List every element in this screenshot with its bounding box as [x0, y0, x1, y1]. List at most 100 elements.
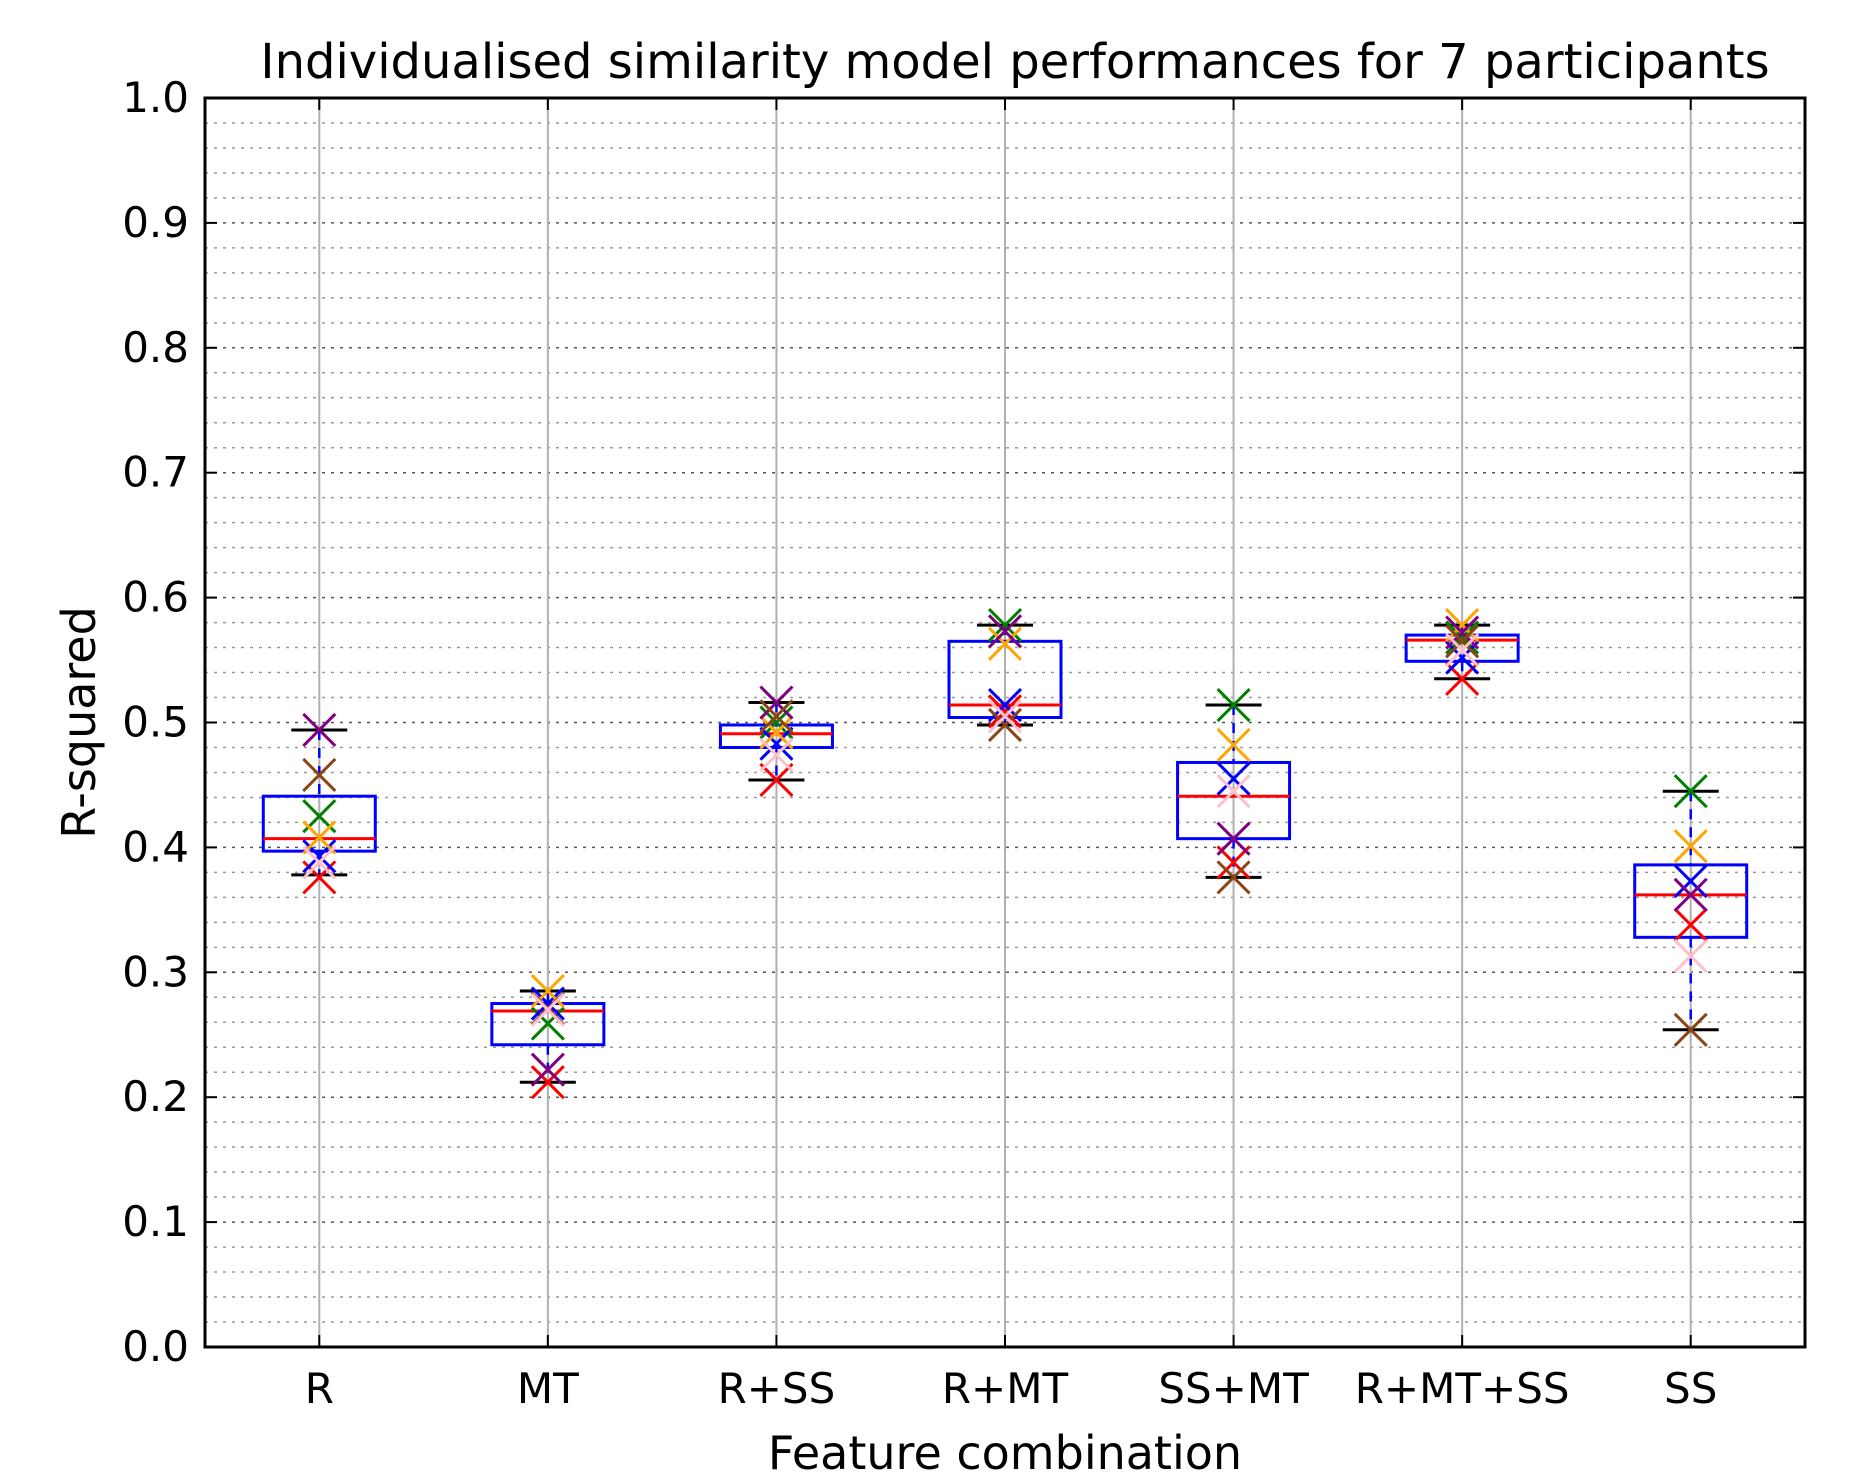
- marker-stroke: [759, 685, 794, 720]
- participant-5-marker: [1216, 821, 1251, 856]
- participant-7-marker: [302, 845, 337, 880]
- y-tick-label: 0.0: [122, 1322, 189, 1371]
- participant-1-marker: [1216, 845, 1251, 880]
- participant-6-marker: [759, 699, 794, 734]
- y-tick-label: 0.2: [122, 1072, 189, 1121]
- y-tick-label: 0.4: [122, 822, 189, 871]
- y-tick-label: 0.7: [122, 448, 189, 497]
- participant-2-marker: [1216, 687, 1251, 723]
- marker-stroke: [1216, 761, 1251, 796]
- participant-2-marker: [1673, 774, 1708, 809]
- participant-6-marker: [302, 757, 337, 793]
- marker-stroke: [302, 757, 337, 793]
- participant-5-marker: [530, 1052, 565, 1087]
- marker-stroke: [1673, 877, 1708, 912]
- participant-7-marker: [1445, 632, 1480, 668]
- participant-3-marker: [759, 726, 794, 761]
- participant-7-marker: [530, 992, 565, 1027]
- y-tick-label: 0.3: [122, 947, 189, 996]
- marker-stroke: [530, 1052, 565, 1087]
- x-tick-label: R+MT+SS: [1355, 1364, 1570, 1413]
- participant-6-marker: [1445, 624, 1480, 659]
- participant-3-marker: [302, 839, 337, 874]
- participant-7-marker: [1673, 939, 1708, 974]
- marker-stroke: [302, 845, 337, 880]
- participant-3-marker: [530, 986, 565, 1021]
- y-tick-label: 0.5: [122, 698, 189, 747]
- participant-3-marker: [1673, 864, 1708, 899]
- participant-5-marker: [1673, 877, 1708, 912]
- participant-5-marker: [1445, 615, 1480, 650]
- marker-stroke: [530, 1065, 565, 1100]
- marker-stroke: [1216, 727, 1251, 763]
- marker-stroke: [530, 992, 565, 1027]
- y-tick-label: 1.0: [122, 73, 189, 122]
- y-axis-label: R-squared: [52, 606, 106, 839]
- marker-stroke: [1673, 1012, 1708, 1047]
- marker-stroke: [530, 973, 565, 1009]
- marker-stroke: [987, 707, 1023, 743]
- marker-stroke: [302, 712, 337, 748]
- marker-stroke: [1445, 615, 1480, 650]
- x-tick-label: MT: [517, 1364, 579, 1413]
- marker-stroke: [1673, 907, 1708, 942]
- participant-6-marker: [1673, 1012, 1708, 1047]
- x-tick-label: SS: [1664, 1364, 1717, 1413]
- marker-stroke: [530, 986, 565, 1021]
- marker-stroke: [1445, 624, 1480, 659]
- x-tick-label: R+MT: [942, 1364, 1069, 1413]
- participant-5-marker: [302, 712, 337, 748]
- participant-3-marker: [1216, 761, 1251, 796]
- marker-stroke: [1673, 829, 1708, 864]
- participant-4-marker: [1673, 829, 1708, 864]
- marker-stroke: [759, 726, 794, 761]
- participant-6-marker: [1216, 860, 1251, 895]
- marker-stroke: [1216, 845, 1251, 880]
- marker-stroke: [759, 737, 794, 773]
- x-tick-label: SS+MT: [1158, 1364, 1309, 1413]
- marker-stroke: [1216, 687, 1251, 723]
- y-tick-label: 0.1: [122, 1197, 189, 1246]
- participant-7-marker: [1216, 774, 1251, 809]
- participant-1-marker: [987, 694, 1023, 729]
- marker-stroke: [1216, 774, 1251, 809]
- marker-stroke: [987, 694, 1023, 729]
- marker-stroke: [1445, 640, 1480, 675]
- participant-1-marker: [1673, 907, 1708, 942]
- participant-7-marker: [759, 737, 794, 773]
- y-tick-label: 0.9: [122, 198, 189, 247]
- iqr-box: [718, 723, 834, 749]
- marker-stroke: [759, 699, 794, 734]
- y-tick-label: 0.6: [122, 573, 189, 622]
- iqr-box: [1404, 633, 1520, 663]
- marker-stroke: [987, 608, 1023, 643]
- participant-4-marker: [1216, 727, 1251, 763]
- marker-stroke: [987, 614, 1023, 649]
- x-axis-label: Feature combination: [768, 1426, 1242, 1480]
- x-tick-label: R: [305, 1364, 334, 1413]
- marker-stroke: [987, 626, 1023, 661]
- participant-6-marker: [987, 707, 1023, 743]
- participant-7-marker: [987, 699, 1023, 734]
- marker-stroke: [1216, 860, 1251, 895]
- x-tick-label: R+SS: [718, 1364, 836, 1413]
- marker-stroke: [1445, 608, 1480, 643]
- marker-stroke: [987, 699, 1023, 734]
- participant-4-marker: [987, 626, 1023, 661]
- x-axis-ticks: R MT R+SS R+MT SS+MT R+MT+SS SS: [305, 98, 1717, 1413]
- participant-4-marker: [530, 973, 565, 1009]
- y-axis-ticks: 0.0 0.1 0.2 0.3 0.4 0.5 0.6 0.7 0.8 0.9 1.0: [122, 73, 1805, 1371]
- participant-markers: [302, 608, 1708, 1100]
- iqr-box: [1633, 863, 1749, 939]
- marker-stroke: [1673, 774, 1708, 809]
- iqr-box: [261, 794, 377, 853]
- marker-stroke: [1445, 632, 1480, 668]
- marker-stroke: [1673, 939, 1708, 974]
- participant-4-marker: [302, 820, 337, 855]
- participant-1-marker: [759, 762, 794, 798]
- participant-5-marker: [987, 614, 1023, 649]
- participant-1-marker: [530, 1065, 565, 1100]
- marker-stroke: [1216, 821, 1251, 856]
- chart-title: Individualised similarity model performa…: [260, 34, 1769, 90]
